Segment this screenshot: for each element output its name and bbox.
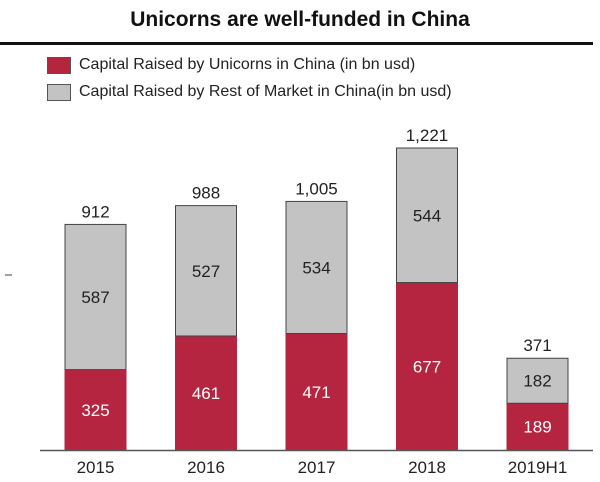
total-label: 371 <box>523 336 551 355</box>
data-label: 325 <box>81 401 109 420</box>
total-label: 1,005 <box>295 179 338 198</box>
legend-swatch-unicorns <box>47 56 71 74</box>
bar-segment <box>175 205 237 337</box>
data-label: 527 <box>192 262 220 281</box>
x-tick-label: 2018 <box>408 458 446 477</box>
bar-segment <box>396 147 458 284</box>
data-label: 461 <box>192 384 220 403</box>
bar-segment <box>64 369 127 451</box>
bar-segment <box>64 223 127 371</box>
bar-segment <box>175 335 237 451</box>
bar-segment <box>285 200 348 335</box>
title-rule <box>0 42 593 45</box>
legend-label-rest: Capital Raised by Rest of Market in Chin… <box>79 83 452 100</box>
chart-title: Unicorns are well-funded in China <box>130 8 470 31</box>
legend-swatch-rest <box>47 83 71 101</box>
total-label: 988 <box>192 184 220 203</box>
x-tick-label: 2019H1 <box>508 458 568 477</box>
data-label: 189 <box>523 418 551 437</box>
data-label: 534 <box>302 258 330 277</box>
bar-segment <box>396 282 458 451</box>
data-label: 182 <box>523 372 551 391</box>
data-label: 587 <box>81 288 109 307</box>
legend-label-unicorns: Capital Raised by Unicorns in China (in … <box>79 56 416 73</box>
data-label: 677 <box>413 357 441 376</box>
x-tick-label: 2017 <box>298 458 336 477</box>
total-label: 912 <box>81 202 109 221</box>
legend-item-unicorns: Capital Raised by Unicorns in China (in … <box>47 55 415 75</box>
data-label: 544 <box>413 206 441 225</box>
x-tick-label: 2016 <box>187 458 225 477</box>
legend-item-rest: Capital Raised by Rest of Market in Chin… <box>47 82 452 102</box>
data-label: 471 <box>302 383 330 402</box>
bar-segment <box>506 357 569 404</box>
bar-segment <box>506 402 569 451</box>
total-label: 1,221 <box>406 126 449 145</box>
x-tick-label: 2015 <box>77 458 115 477</box>
